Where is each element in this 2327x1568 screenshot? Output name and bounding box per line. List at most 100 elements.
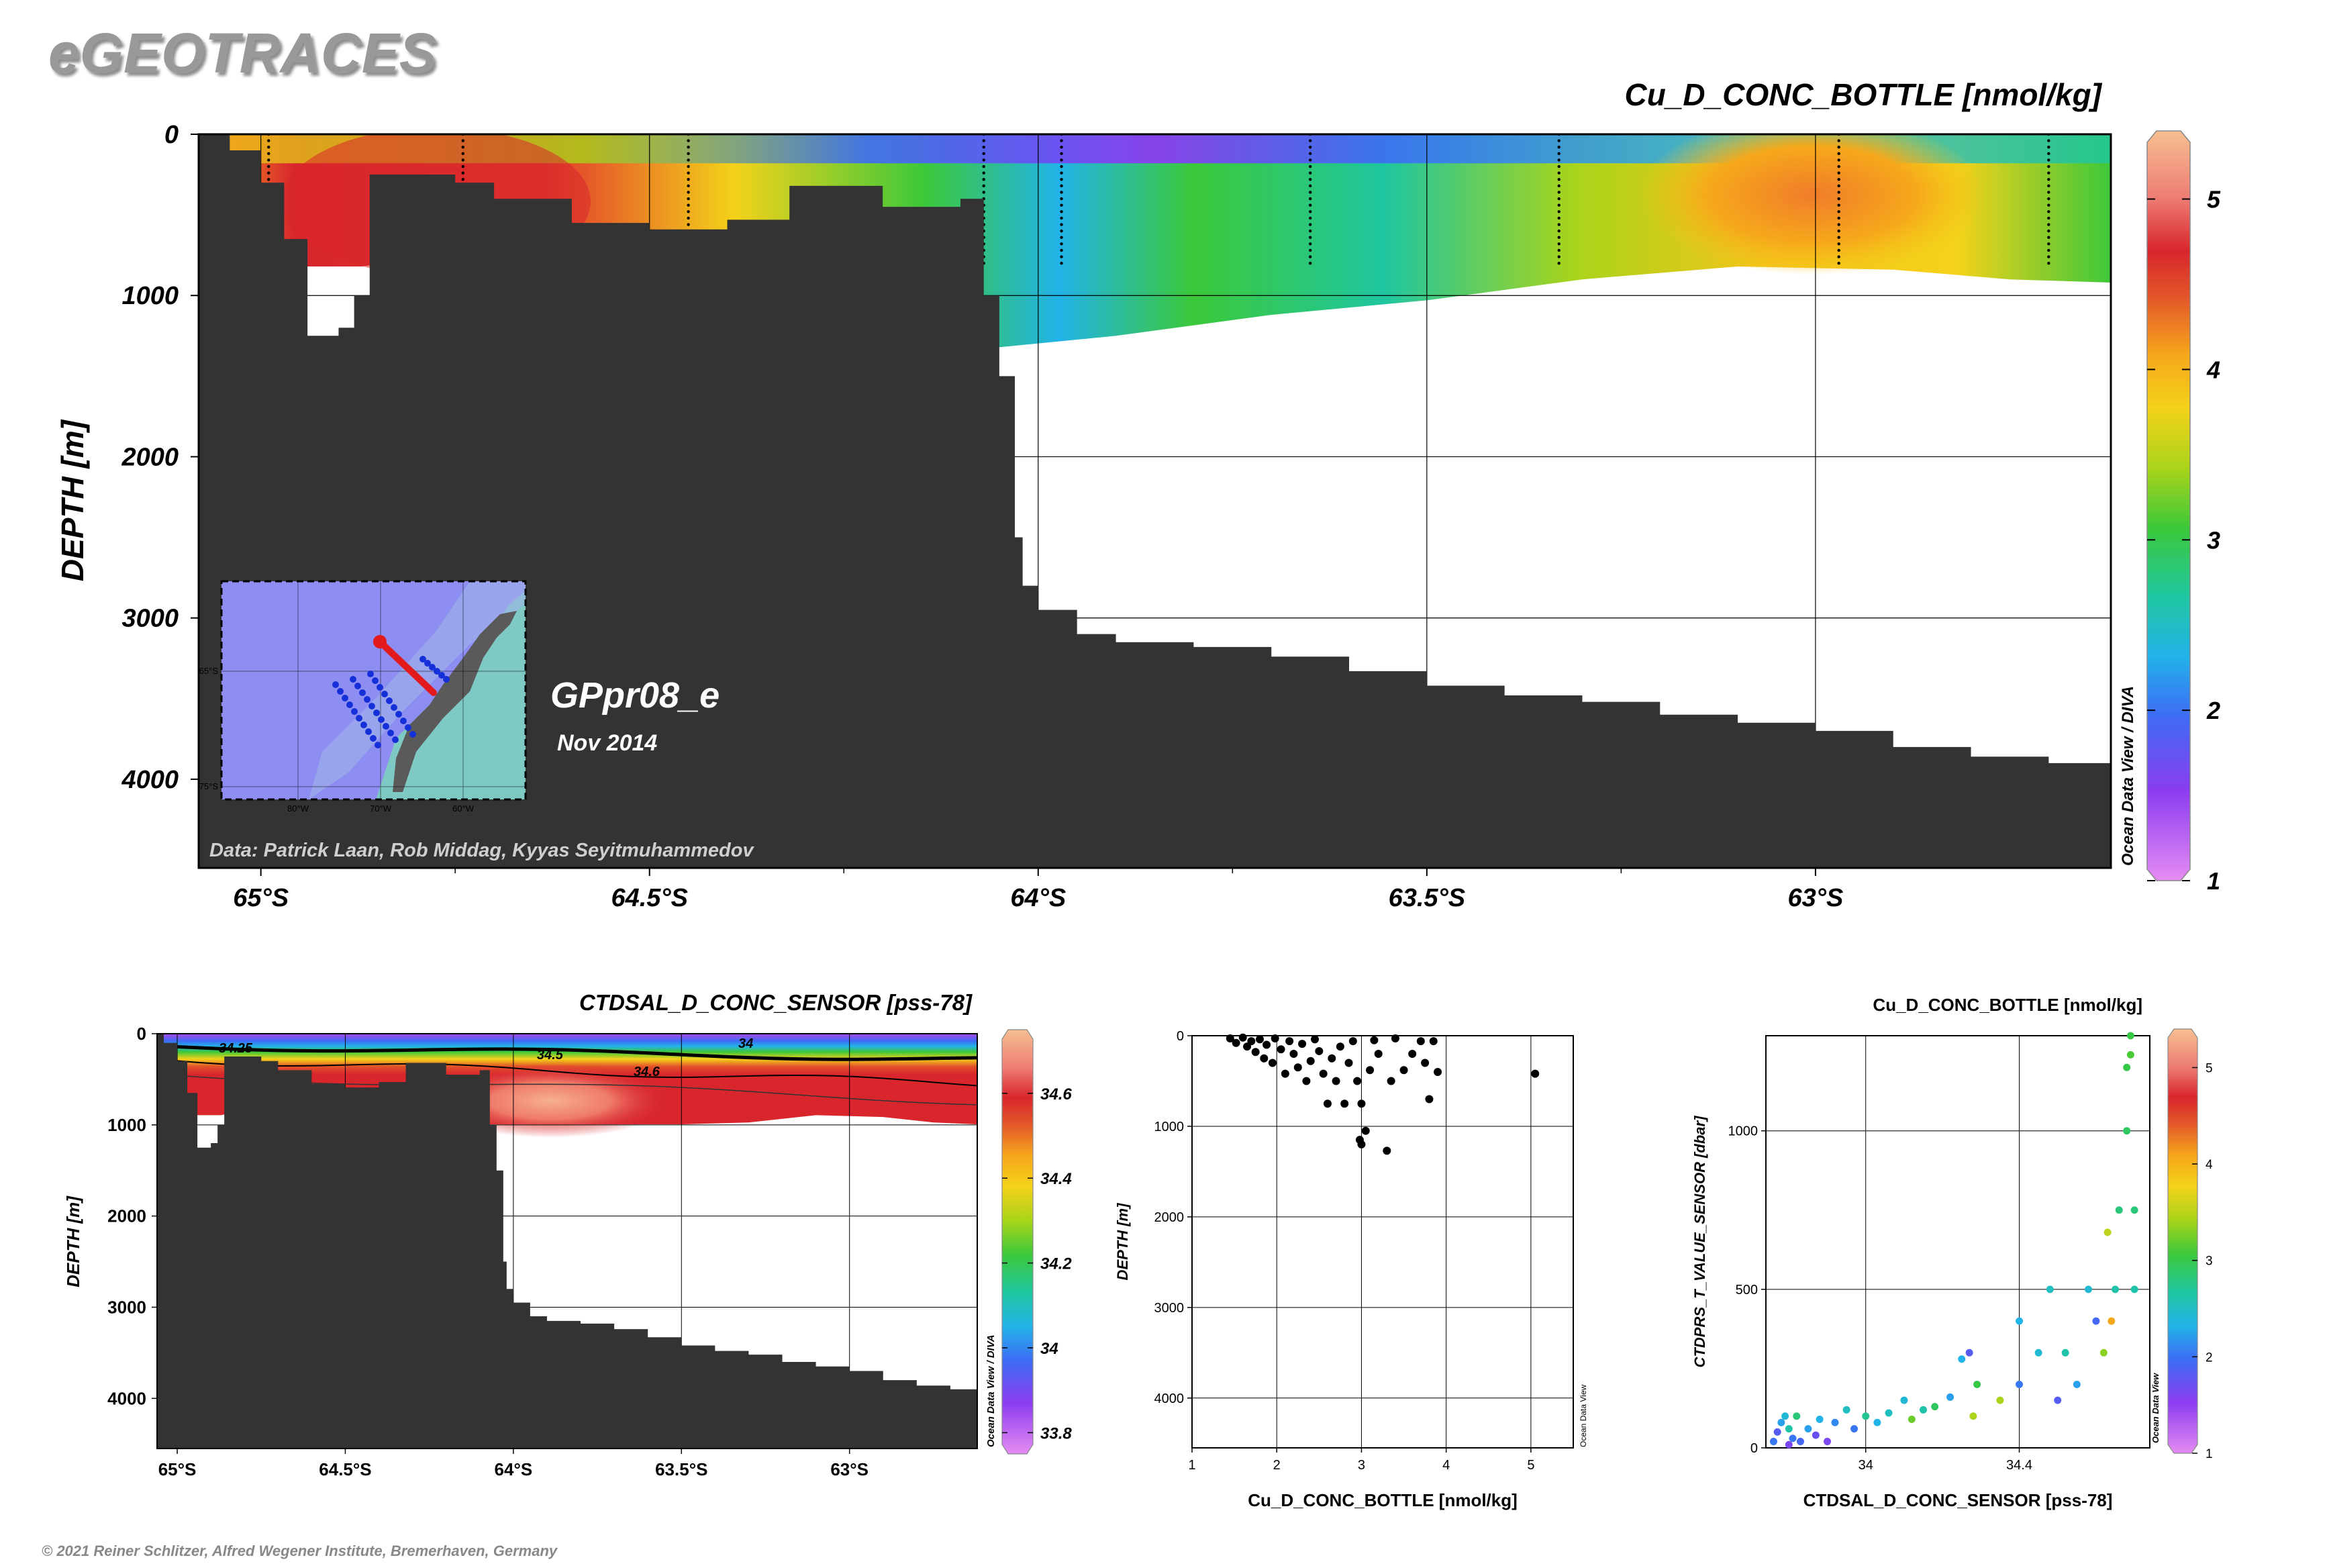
main-station-sample bbox=[687, 223, 690, 226]
main-station-sample bbox=[267, 171, 270, 175]
main-station-sample bbox=[1557, 229, 1561, 233]
sc2-point bbox=[1969, 1412, 1977, 1420]
sc1-point bbox=[1271, 1034, 1279, 1043]
sc2-point bbox=[1796, 1438, 1804, 1446]
inset-station bbox=[395, 711, 402, 718]
main-station-sample bbox=[2047, 216, 2050, 220]
sc2-point bbox=[1862, 1412, 1870, 1420]
main-station-sample bbox=[1557, 178, 1561, 181]
inset-transect-line bbox=[377, 638, 437, 696]
main-station-sample bbox=[1060, 261, 1063, 265]
inset-station bbox=[342, 695, 348, 701]
main-station-sample bbox=[267, 178, 270, 181]
salinity-section-plot: CTDSAL_D_CONC_SENSOR [pss-78] 34.25 34.5… bbox=[63, 990, 1072, 1479]
contour-label: 34.6 bbox=[634, 1065, 660, 1079]
sc1-tick-label-y: 4000 bbox=[1154, 1391, 1185, 1406]
sc2-point bbox=[1781, 1412, 1789, 1420]
sc2-point bbox=[1885, 1409, 1893, 1417]
main-tick-label-x: 64.5°S bbox=[611, 884, 688, 912]
main-station-sample bbox=[982, 191, 985, 194]
main-colorbar bbox=[2146, 130, 2191, 881]
main-station-sample bbox=[1308, 191, 1312, 194]
sc1-point bbox=[1262, 1040, 1271, 1049]
section-date: Nov 2014 bbox=[557, 730, 657, 756]
main-station-sample bbox=[1837, 261, 1840, 265]
inset-lat-label: 65°S bbox=[199, 666, 219, 676]
sc1-point bbox=[1277, 1045, 1285, 1054]
scatter2-title: Cu_D_CONC_BOTTLE [nmol/kg] bbox=[1873, 995, 2142, 1015]
main-station-sample bbox=[2047, 146, 2050, 149]
sc1-point bbox=[1285, 1037, 1294, 1046]
main-station-sample bbox=[982, 178, 985, 181]
main-station-sample bbox=[1837, 171, 1840, 175]
salinity-contour-34 bbox=[157, 1044, 977, 1061]
main-station-sample bbox=[2047, 139, 2050, 142]
main-station-sample bbox=[1060, 216, 1063, 220]
main-station-sample bbox=[1837, 158, 1840, 162]
main-station-sample bbox=[1308, 210, 1312, 213]
main-section-concentration-field bbox=[199, 134, 2111, 350]
main-station-sample bbox=[267, 158, 270, 162]
main-station-sample bbox=[1060, 223, 1063, 226]
section-name: GPpr08_e bbox=[550, 675, 720, 716]
sc1-tick-label-x: 1 bbox=[1188, 1458, 1195, 1473]
inset-station bbox=[356, 715, 362, 722]
sc1-point bbox=[1408, 1049, 1417, 1058]
sc2-point bbox=[2034, 1349, 2042, 1357]
inset-station bbox=[350, 676, 356, 683]
main-station-sample bbox=[1308, 158, 1312, 162]
sc1-point bbox=[1232, 1038, 1240, 1047]
main-station-sample bbox=[1837, 152, 1840, 156]
sc1-point bbox=[1238, 1033, 1247, 1042]
sc2-point bbox=[1931, 1403, 1939, 1411]
main-station-sample bbox=[2047, 152, 2050, 156]
inset-station bbox=[332, 681, 339, 688]
sal-cb-label: 34.2 bbox=[1040, 1255, 1072, 1273]
main-station-sample bbox=[461, 178, 464, 181]
main-station-sample bbox=[1060, 146, 1063, 149]
main-station-sample bbox=[1837, 191, 1840, 194]
sc2-point bbox=[1908, 1415, 1916, 1423]
main-station-sample bbox=[1060, 171, 1063, 175]
salinity-colorbar-caption: Ocean Data View / DIVA bbox=[985, 1334, 997, 1447]
main-orange-core bbox=[1638, 134, 1987, 275]
sc1-tick-label-x: 4 bbox=[1442, 1458, 1450, 1473]
main-station-sample bbox=[461, 146, 464, 149]
inset-station bbox=[400, 718, 407, 724]
main-section-ylabel: DEPTH [m] bbox=[55, 419, 90, 581]
main-station-sample bbox=[1837, 139, 1840, 142]
inset-station bbox=[392, 736, 399, 743]
main-station-sample bbox=[1060, 178, 1063, 181]
main-station-sample bbox=[1308, 184, 1312, 188]
main-station-sample bbox=[1308, 216, 1312, 220]
inset-station bbox=[372, 677, 379, 684]
sc2-tick-label-y: 500 bbox=[1736, 1283, 1758, 1297]
main-tick-label-y: 2000 bbox=[121, 443, 179, 471]
sal-cb-label: 33.8 bbox=[1040, 1424, 1072, 1442]
main-station-sample bbox=[2047, 197, 2050, 201]
main-station-sample bbox=[1837, 210, 1840, 213]
sc1-point bbox=[1293, 1063, 1302, 1072]
sc1-point bbox=[1348, 1037, 1357, 1046]
sc2-tick-label-y: 1000 bbox=[1728, 1124, 1759, 1139]
app-logo: eGEOTRACES bbox=[48, 21, 437, 85]
inset-station bbox=[351, 708, 358, 715]
main-station-sample bbox=[2047, 248, 2050, 252]
sc2-point bbox=[1816, 1415, 1824, 1423]
sc1-point bbox=[1344, 1059, 1353, 1067]
main-tick-label-y: 1000 bbox=[121, 282, 179, 310]
main-station-sample bbox=[2047, 261, 2050, 265]
main-station-sample bbox=[1308, 171, 1312, 175]
main-station-sample bbox=[1557, 210, 1561, 213]
main-station-sample bbox=[1308, 242, 1312, 246]
sc1-point bbox=[1336, 1042, 1344, 1051]
sc2-cb-label: 4 bbox=[2206, 1158, 2213, 1172]
sc2-point bbox=[2126, 1050, 2134, 1059]
main-station-sample bbox=[1060, 164, 1063, 168]
main-station-sample bbox=[687, 139, 690, 142]
main-tick-label-x: 64°S bbox=[1010, 884, 1066, 912]
main-station-sample bbox=[1060, 184, 1063, 188]
contour-label: 34.25 bbox=[219, 1041, 253, 1056]
main-cb-label: 4 bbox=[2206, 356, 2220, 383]
salinity-seafloor bbox=[157, 1034, 977, 1449]
